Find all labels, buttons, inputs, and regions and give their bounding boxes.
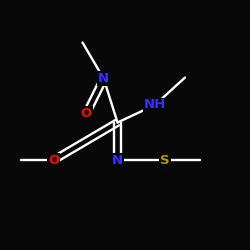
Text: S: S (160, 154, 170, 166)
Text: O: O (48, 154, 60, 166)
Text: N: N (112, 154, 123, 166)
Text: N: N (98, 72, 109, 85)
Text: O: O (80, 107, 92, 120)
Text: NH: NH (144, 98, 166, 112)
